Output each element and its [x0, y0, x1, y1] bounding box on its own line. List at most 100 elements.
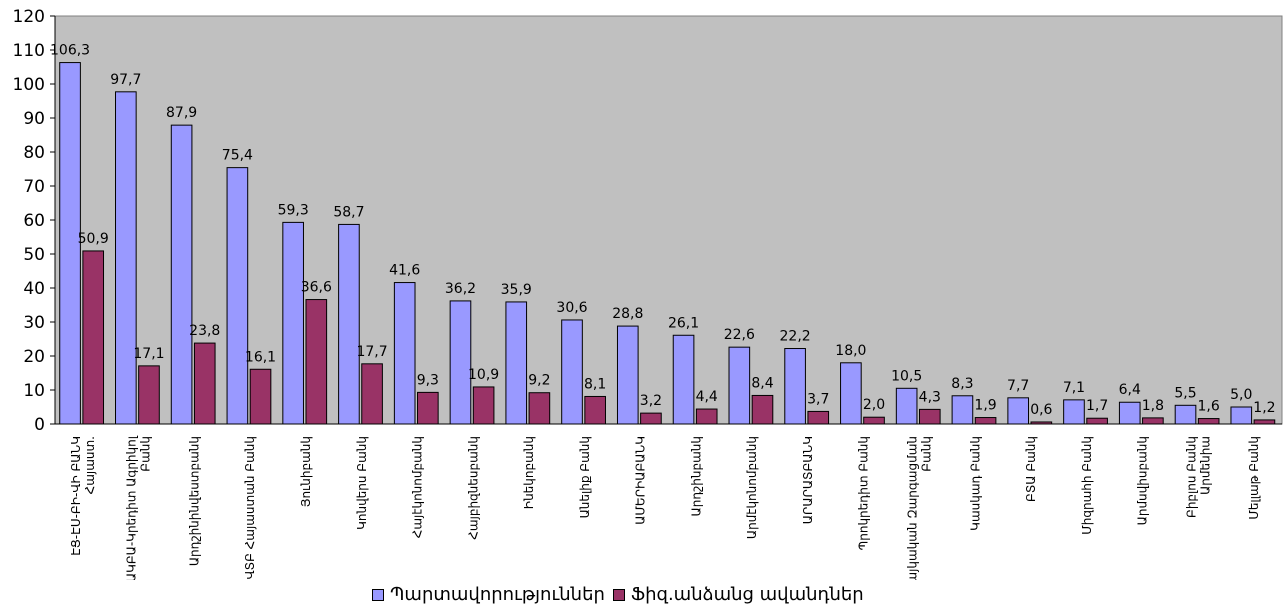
bar-series-1 — [672, 334, 695, 425]
y-tick-label: 50 — [23, 245, 45, 265]
category-label-line: Անելիք Բանկ — [578, 436, 592, 518]
category-label: Պրոկրեդիտ Բանկ — [857, 436, 871, 550]
y-tick-label: 20 — [23, 347, 45, 367]
data-label-series-2: 10,9 — [468, 367, 499, 383]
bar-series-1 — [282, 221, 304, 425]
legend-swatch-liabilities — [372, 588, 384, 601]
data-label-series-1: 5,5 — [1174, 385, 1196, 401]
data-label-series-2: 1,7 — [1086, 398, 1108, 414]
category-label-line: Կասկադ Բանկ — [968, 436, 982, 531]
data-label-series-2: 8,1 — [584, 376, 606, 392]
category-label: Բիբլոս ԲանկԱրմենիա — [1184, 436, 1212, 518]
category-label: Միզրահի Բանկ — [1080, 436, 1094, 535]
data-label-series-2: 4,4 — [696, 389, 718, 405]
category-label: ՎՏԲ Հայաստան Բանկ — [243, 436, 257, 579]
category-label-line: Արդշինինվեստբանկ — [187, 436, 201, 566]
bar-series-2 — [640, 412, 662, 425]
data-label-series-2: 50,9 — [78, 231, 109, 247]
bar-series-1 — [1230, 406, 1253, 425]
bar-series-2 — [807, 410, 830, 425]
y-tick-label: 10 — [23, 381, 45, 401]
data-label-series-2: 0,6 — [1030, 402, 1052, 418]
bar-series-1 — [1118, 401, 1141, 425]
category-label-line: Կոնվերս Բանկ — [355, 436, 369, 530]
category-label-line: Մելլաթ Բանկ — [1247, 436, 1261, 520]
category-label-line: Հայբիզնեսբանկ — [466, 436, 480, 540]
bar-series-1 — [840, 362, 862, 425]
category-label: ԱԿԲԱ-Կրեդիտ ԱգրիկոլԲանկ — [125, 435, 153, 580]
category-label: ԷՑ-ԷՍ-ԲԻ-ՎԻ ԲԱՆԿՀայաստ. — [69, 436, 97, 556]
category-label: Ինեկոբանկ — [522, 436, 536, 509]
category-label: Կասկադ Բանկ — [968, 436, 982, 531]
bar-series-2 — [918, 408, 941, 425]
data-label-series-1: 28,8 — [612, 306, 643, 322]
category-label: Արմէկոնոմբանկ — [745, 436, 759, 539]
category-label-line: Յունիբանկ — [299, 436, 313, 507]
category-label-line: Միզրահի Բանկ — [1080, 436, 1094, 535]
data-label-series-2: 9,3 — [417, 372, 439, 388]
bar-series-2 — [138, 365, 160, 425]
category-label-line: Հայկական Զարգացման — [905, 436, 919, 580]
category-label-line: ՎՏԲ Հայաստան Բանկ — [243, 436, 257, 579]
data-label-series-1: 87,9 — [166, 105, 197, 121]
bar-series-1 — [505, 301, 528, 425]
data-label-series-1: 6,4 — [1119, 382, 1141, 398]
bar-series-1 — [449, 300, 472, 425]
y-tick-label: 110 — [13, 41, 45, 61]
data-label-series-1: 35,9 — [501, 282, 532, 298]
data-label-series-2: 36,6 — [301, 280, 332, 296]
data-label-series-1: 58,7 — [333, 204, 364, 220]
category-label: ԱՐԱՐԱՏԲԱՆԿ — [801, 436, 815, 524]
bar-series-2 — [1142, 417, 1164, 425]
category-label-line: Հայէկոնոմբանկ — [411, 436, 425, 538]
category-label: Հայբիզնեսբանկ — [466, 436, 480, 540]
y-tick-label: 60 — [23, 211, 45, 231]
bar-series-1 — [951, 395, 974, 425]
data-label-series-2: 1,9 — [974, 398, 996, 414]
bar-series-2 — [82, 250, 105, 425]
category-label-line: ԱՐԱՐԱՏԲԱՆԿ — [801, 436, 815, 524]
data-label-series-2: 17,7 — [356, 344, 387, 360]
category-label-line: ԱԿԲԱ-Կրեդիտ Ագրիկոլ — [125, 435, 139, 580]
category-label: Յունիբանկ — [299, 436, 313, 507]
category-label-line: ԷՑ-ԷՍ-ԲԻ-ՎԻ ԲԱՆԿ — [69, 436, 83, 556]
bar-series-1 — [59, 62, 81, 425]
bar-series-1 — [1174, 404, 1197, 425]
data-label-series-1: 41,6 — [389, 263, 420, 279]
y-tick-label: 80 — [23, 143, 45, 163]
data-label-series-2: 1,2 — [1253, 400, 1275, 416]
data-label-series-1: 7,1 — [1063, 380, 1085, 396]
data-label-series-2: 16,1 — [245, 349, 276, 365]
bars — [59, 62, 1276, 425]
data-label-series-2: 1,8 — [1142, 398, 1164, 414]
category-label-line: Արմէկոնոմբանկ — [745, 436, 759, 539]
legend-label-liabilities: Պարտավորություններ — [390, 584, 605, 605]
category-label-line: Հայաստ. — [83, 436, 97, 494]
bar-series-2 — [695, 408, 718, 425]
legend-item-liabilities: Պարտավորություններ — [372, 584, 605, 605]
category-label-line: Բիբլոս Բանկ — [1184, 436, 1198, 518]
data-label-series-1: 36,2 — [445, 281, 476, 297]
bar-series-1 — [784, 348, 806, 425]
data-label-series-1: 22,2 — [780, 329, 811, 345]
bar-series-2 — [584, 395, 606, 425]
data-label-series-1: 26,1 — [668, 315, 699, 331]
bar-series-1 — [170, 124, 193, 425]
data-label-series-1: 10,5 — [891, 368, 922, 384]
bar-series-2 — [305, 299, 328, 425]
bar-series-2 — [528, 392, 551, 425]
data-label-series-1: 18,0 — [835, 343, 866, 359]
data-label-series-1: 59,3 — [278, 202, 309, 218]
category-label: Մելլաթ Բանկ — [1247, 436, 1261, 520]
data-label-series-1: 5,0 — [1230, 387, 1252, 403]
data-label-series-2: 23,8 — [189, 323, 220, 339]
bar-series-2 — [193, 342, 216, 425]
category-label-line: Արմենիա — [1198, 436, 1212, 495]
bar-series-2 — [863, 416, 885, 425]
data-label-series-2: 1,6 — [1198, 399, 1220, 415]
category-label: Արմսվիսբանկ — [1136, 436, 1150, 525]
data-label-series-2: 8,4 — [751, 375, 773, 391]
bar-series-1 — [728, 346, 751, 425]
category-label: Կոնվերս Բանկ — [355, 436, 369, 530]
bar-series-1 — [561, 319, 583, 425]
